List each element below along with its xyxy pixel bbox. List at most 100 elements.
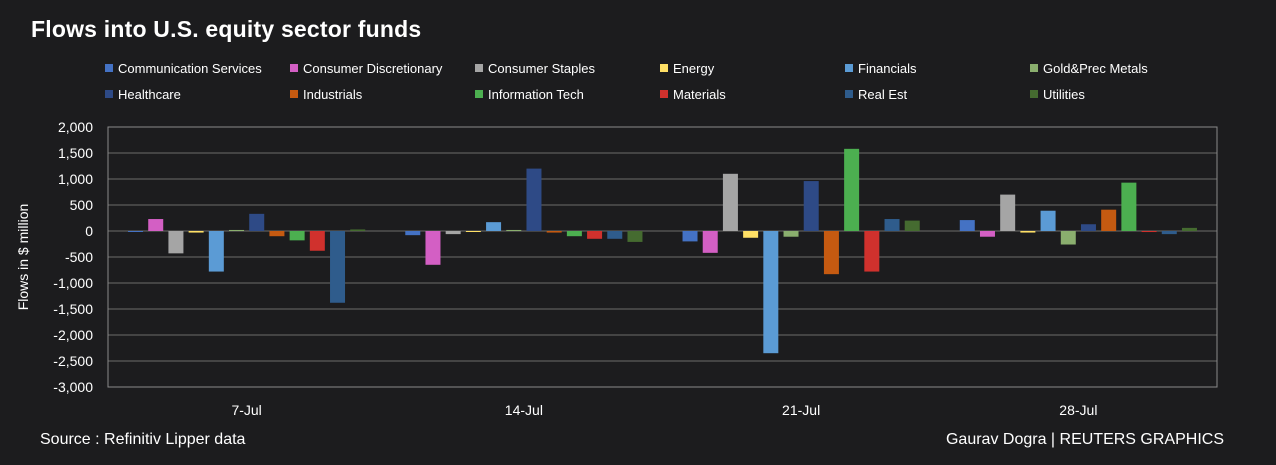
legend-item: Materials (660, 86, 726, 102)
bar (783, 231, 799, 237)
credit-note: Gaurav Dogra | REUTERS GRAPHICS (945, 431, 1224, 448)
legend-label: Energy (673, 60, 715, 76)
y-axis-label: Flows in $ million (15, 204, 31, 311)
legend-swatch (660, 90, 668, 98)
bar (763, 231, 779, 354)
y-tick-label: 2,000 (58, 119, 93, 135)
bar (1080, 224, 1096, 231)
x-tick-label: 7-Jul (231, 402, 261, 418)
legend-label: Communication Services (118, 60, 262, 76)
legend-item: Industrials (290, 86, 362, 102)
legend-swatch (105, 64, 113, 72)
legend-label: Consumer Staples (488, 60, 595, 76)
legend-item: Financials (845, 60, 917, 76)
bar (1141, 231, 1157, 233)
legend-swatch (290, 64, 298, 72)
bar (1161, 231, 1177, 235)
bar (168, 231, 184, 254)
legend-swatch (1030, 64, 1038, 72)
legend-label: Materials (673, 86, 726, 102)
bar (506, 229, 522, 231)
legend-item: Real Est (845, 86, 907, 102)
bar (405, 231, 421, 236)
legend-label: Real Est (858, 86, 908, 102)
x-tick-label: 21-Jul (782, 402, 820, 418)
bar (682, 231, 698, 242)
bar (722, 173, 738, 231)
y-tick-label: -1,000 (53, 275, 93, 291)
bar (904, 220, 920, 231)
y-tick-label: 500 (70, 197, 94, 213)
legend-item: Healthcare (105, 86, 181, 102)
bar (702, 231, 718, 253)
x-tick-label: 28-Jul (1059, 402, 1097, 418)
bar (1101, 209, 1117, 231)
legend-label: Industrials (303, 86, 363, 102)
legend-item: Gold&Prec Metals (1030, 60, 1148, 76)
source-note: Source : Refinitiv Lipper data (40, 431, 246, 448)
legend-label: Utilities (1043, 86, 1085, 102)
bar (289, 231, 305, 241)
legend-swatch (660, 64, 668, 72)
bar (128, 231, 144, 232)
bar (1020, 231, 1036, 233)
legend-item: Energy (660, 60, 714, 76)
legend-item: Information Tech (475, 86, 584, 102)
bar (208, 231, 224, 272)
bar (1060, 231, 1076, 245)
y-tick-label: -2,500 (53, 353, 93, 369)
legend-label: Consumer Discretionary (303, 60, 443, 76)
bar (330, 231, 346, 303)
legend-swatch (475, 64, 483, 72)
bar (229, 229, 245, 231)
y-tick-label: -500 (65, 249, 93, 265)
bar (607, 231, 623, 239)
bar (979, 231, 995, 237)
y-tick-label: -1,500 (53, 301, 93, 317)
bar (1121, 182, 1137, 231)
bar (823, 231, 839, 275)
bar (425, 231, 441, 265)
bar (350, 229, 366, 231)
bar (188, 231, 204, 233)
bar (743, 231, 759, 238)
bar (1000, 194, 1016, 231)
legend-label: Financials (858, 60, 917, 76)
x-tick-label: 14-Jul (505, 402, 543, 418)
bar (803, 181, 819, 231)
bar (269, 231, 285, 237)
legend-swatch (845, 64, 853, 72)
plot-frame (107, 126, 1218, 388)
bar (587, 231, 603, 239)
bar (627, 231, 643, 242)
bar (884, 219, 900, 231)
legend-item: Consumer Staples (475, 60, 595, 76)
y-tick-label: 0 (85, 223, 93, 239)
legend-swatch (845, 90, 853, 98)
bar (566, 231, 582, 237)
bar (959, 220, 975, 231)
bar (249, 213, 265, 231)
legend-swatch (1030, 90, 1038, 98)
bar (844, 148, 860, 231)
chart-title: Flows into U.S. equity sector funds (31, 16, 422, 42)
y-tick-label: -3,000 (53, 379, 93, 395)
bar (546, 231, 562, 233)
legend-swatch (105, 90, 113, 98)
chart-legend: Communication Services Consumer Discretio… (105, 60, 1255, 106)
y-tick-label: 1,000 (58, 171, 93, 187)
bar (486, 222, 502, 231)
legend-item: Utilities (1030, 86, 1085, 102)
bar (1181, 227, 1197, 231)
bar (465, 231, 481, 232)
bar (1040, 210, 1056, 231)
legend-swatch (290, 90, 298, 98)
legend-swatch (475, 90, 483, 98)
legend-label: Gold&Prec Metals (1043, 60, 1148, 76)
bar (148, 219, 164, 231)
legend-item: Communication Services (105, 60, 262, 76)
bar (309, 231, 325, 251)
bar (445, 231, 461, 235)
legend-label: Healthcare (118, 86, 181, 102)
